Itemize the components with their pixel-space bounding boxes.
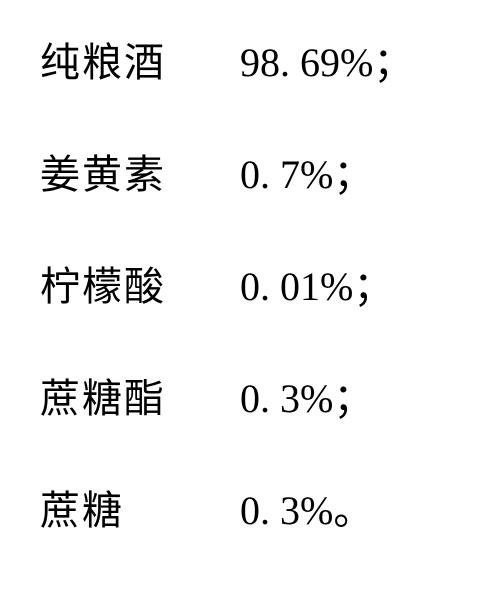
ingredient-value: 0. 3%； bbox=[240, 366, 373, 424]
ingredient-row: 柠檬酸 0. 01%； bbox=[40, 254, 461, 312]
ingredient-list: 纯粮酒 98. 69%； 姜黄素 0. 7%； 柠檬酸 0. 01%； 蔗糖酯 … bbox=[40, 30, 461, 536]
ingredient-value: 0. 7%； bbox=[240, 142, 373, 200]
ingredient-value: 98. 69%； bbox=[240, 30, 413, 88]
ingredient-name: 姜黄素 bbox=[40, 142, 240, 200]
ingredient-name: 蔗糖 bbox=[40, 478, 240, 536]
ingredient-row: 姜黄素 0. 7%； bbox=[40, 142, 461, 200]
ingredient-name: 纯粮酒 bbox=[40, 30, 240, 88]
ingredient-row: 蔗糖 0. 3%。 bbox=[40, 478, 461, 536]
ingredient-name: 柠檬酸 bbox=[40, 254, 240, 312]
ingredient-value: 0. 01%； bbox=[240, 254, 393, 312]
ingredient-row: 蔗糖酯 0. 3%； bbox=[40, 366, 461, 424]
ingredient-value: 0. 3%。 bbox=[240, 478, 373, 536]
ingredient-name: 蔗糖酯 bbox=[40, 366, 240, 424]
ingredient-row: 纯粮酒 98. 69%； bbox=[40, 30, 461, 88]
